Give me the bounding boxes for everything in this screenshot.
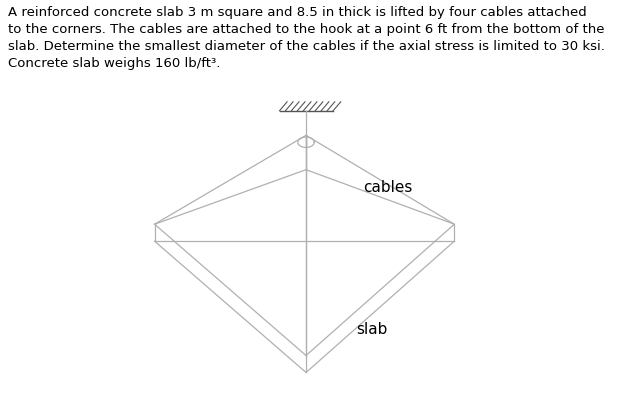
Text: slab: slab [357,322,388,337]
Text: A reinforced concrete slab 3 m square and 8.5 in thick is lifted by four cables : A reinforced concrete slab 3 m square an… [8,6,604,70]
Text: cables: cables [363,180,412,196]
